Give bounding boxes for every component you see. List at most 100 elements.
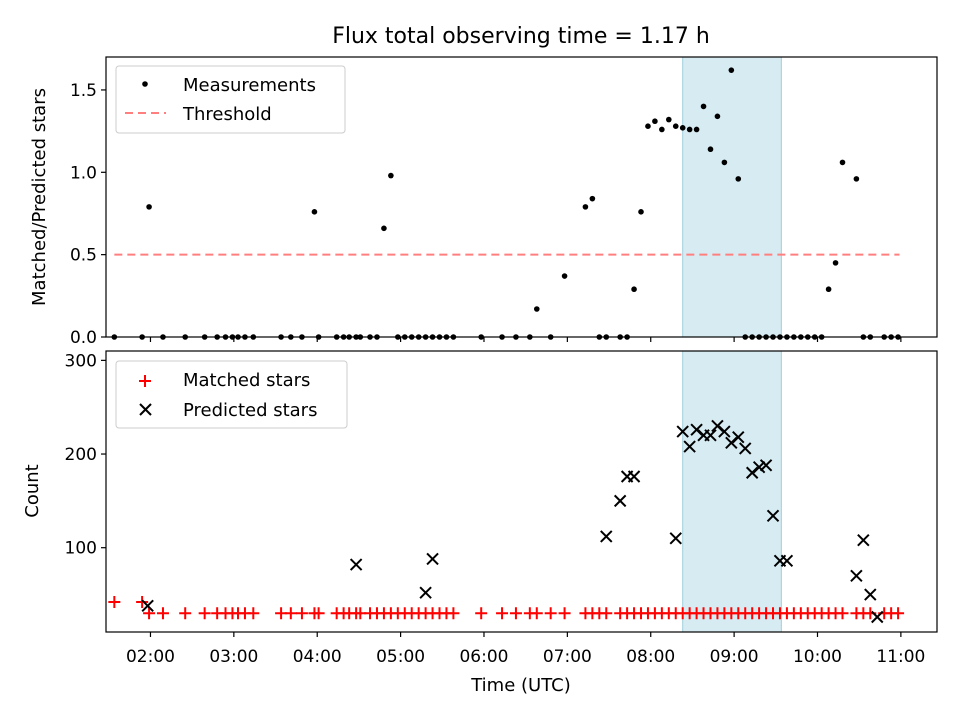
predicted-star-point — [426, 552, 439, 566]
predicted-star-point — [850, 569, 863, 583]
bottom-y-ticks: 100 200 300 — [65, 351, 106, 559]
predicted-star-point — [349, 558, 363, 571]
matched-star-points — [108, 596, 905, 620]
measurement-point — [631, 286, 637, 293]
matched-star-point — [475, 607, 488, 620]
measurement-point — [645, 123, 651, 129]
chart-title: Flux total observing time = 1.17 h — [332, 24, 710, 49]
legend-matched-label: Matched stars — [183, 370, 310, 391]
top-legend-box — [115, 65, 346, 134]
matched-star-point — [247, 607, 260, 620]
bottom-x-tick-label: 06:00 — [459, 647, 508, 667]
bottom-x-tick-label: 02:00 — [126, 647, 175, 667]
measurement-point — [714, 113, 721, 120]
bottom-legend-box — [115, 360, 348, 429]
predicted-star-point — [759, 459, 773, 472]
bottom-plot: 100 200 300 02:00 03:00 04:00 05:00 06:00 07:00… — [22, 350, 938, 696]
bottom-y-tick-label: 300 — [65, 351, 97, 371]
matched-star-point — [198, 607, 211, 620]
matched-star-point — [509, 607, 522, 620]
top-y-tick-label: 0.0 — [70, 328, 97, 348]
matched-star-point — [496, 607, 509, 620]
predicted-star-point — [857, 533, 870, 547]
predicted-star-point — [732, 430, 745, 444]
legend-measurements-marker — [142, 81, 148, 87]
top-plot: 0.0 0.5 1.0 1.5 Matched/Predicted stars Mea… — [29, 56, 938, 348]
measurement-point — [589, 195, 596, 202]
legend-threshold-label: Threshold — [182, 104, 272, 125]
bottom-x-tick-label: 03:00 — [209, 647, 258, 667]
predicted-star-point — [683, 440, 696, 453]
measurement-point — [582, 204, 589, 210]
bottom-x-tick-label: 09:00 — [710, 647, 759, 667]
measurement-point — [853, 176, 860, 182]
top-y-tick-label: 1.0 — [70, 163, 97, 183]
measurement-point — [659, 126, 665, 133]
matched-star-point — [312, 607, 325, 620]
predicted-star-point — [600, 530, 613, 543]
bottom-y-tick-label: 200 — [65, 445, 97, 465]
top-x-ticks — [149, 337, 902, 342]
bottom-legend: Matched stars Predicted stars — [115, 360, 348, 429]
predicted-star-point — [704, 429, 717, 442]
legend-predicted-label: Predicted stars — [183, 400, 317, 421]
matched-star-point — [892, 607, 905, 620]
measurement-point — [721, 159, 728, 166]
predicted-star-point — [627, 470, 641, 483]
predicted-star-point — [864, 588, 877, 601]
measurement-point — [146, 204, 152, 210]
predicted-star-point — [419, 586, 432, 599]
measurement-point — [311, 209, 318, 215]
measurement-point — [533, 306, 540, 312]
measurement-point — [381, 225, 387, 232]
top-y-tick-label: 0.5 — [70, 246, 97, 266]
predicted-star-point — [141, 599, 154, 612]
matched-star-point — [143, 607, 156, 620]
top-y-tick-label: 1.5 — [70, 81, 97, 101]
predicted-star-point — [676, 425, 689, 438]
measurement-point — [707, 146, 714, 153]
bottom-x-tick-label: 11:00 — [876, 647, 925, 667]
measurement-point — [638, 209, 644, 215]
top-axes-frame — [105, 56, 938, 338]
matched-star-point — [836, 607, 849, 620]
legend-measurements-label: Measurements — [183, 75, 316, 96]
bottom-x-tick-label: 07:00 — [543, 647, 592, 667]
top-highlight-span — [682, 56, 782, 338]
measurement-point — [825, 286, 832, 293]
matched-star-point — [136, 596, 149, 609]
bottom-y-axis-label: Count — [22, 464, 43, 517]
matched-star-point — [156, 607, 169, 620]
bottom-x-axis-label: Time (UTC) — [470, 675, 571, 696]
bottom-highlight-span — [682, 350, 782, 633]
bottom-x-ticks: 02:00 03:00 04:00 05:00 06:00 07:00 08:00 09:00… — [126, 632, 925, 667]
measurement-point — [652, 118, 658, 125]
top-legend: Measurements Threshold — [115, 65, 346, 134]
measurement-point — [735, 176, 742, 182]
predicted-star-point — [752, 460, 766, 474]
top-y-ticks: 0.0 0.5 1.0 1.5 — [70, 81, 106, 348]
bottom-x-tick-label: 10:00 — [793, 647, 842, 667]
legend-matched-marker — [139, 375, 151, 387]
predicted-star-point — [739, 442, 752, 455]
matched-star-point — [558, 607, 571, 620]
matched-star-point — [447, 607, 460, 620]
measurement-point — [672, 123, 679, 129]
measurement-point — [679, 125, 686, 131]
matched-star-point — [530, 607, 543, 620]
matched-star-point — [600, 607, 613, 620]
predicted-star-point — [766, 509, 780, 523]
measurement-point — [686, 126, 693, 133]
bottom-x-tick-label: 04:00 — [293, 647, 342, 667]
bottom-y-tick-label: 100 — [65, 539, 97, 559]
measurement-point — [693, 126, 700, 133]
predicted-star-points — [141, 419, 884, 624]
measurement-point — [728, 67, 735, 73]
bottom-x-tick-label: 08:00 — [626, 647, 675, 667]
measurement-point — [561, 273, 568, 279]
measurement-point — [388, 172, 394, 179]
bottom-axes-frame — [105, 350, 938, 633]
matched-star-point — [284, 607, 297, 620]
measurement-point — [839, 159, 846, 166]
